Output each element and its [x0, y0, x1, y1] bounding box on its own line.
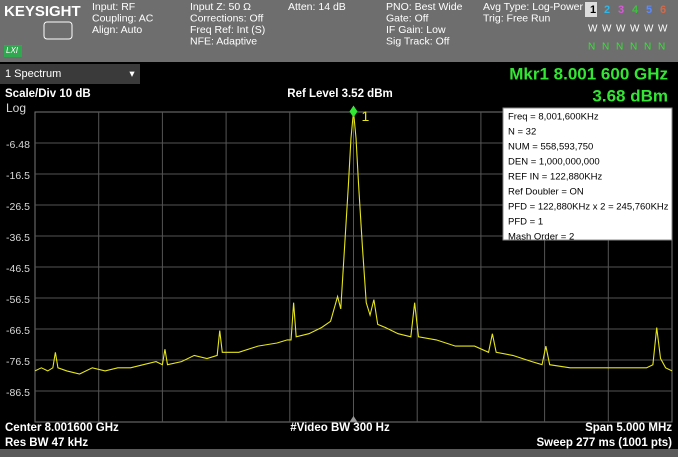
marker-diamond [349, 105, 358, 118]
setup-setting: Corrections: Off [190, 12, 263, 24]
note-line: PFD = 122,880KHz x 2 = 245,760KHz [508, 202, 669, 213]
y-tick-label: -86.5 [6, 387, 30, 399]
setup-setting: NFE: Adaptive [190, 35, 257, 47]
active-trace [585, 2, 597, 17]
marker-amplitude: 3.68 dBm [592, 86, 668, 105]
trace-mode: W [602, 24, 612, 35]
trace-mode: W [658, 24, 668, 35]
detector: N [602, 42, 609, 53]
sweep-setting: PNO: Best Wide [386, 1, 463, 13]
trace-number: 5 [646, 4, 652, 16]
trace-mode: W [630, 24, 640, 35]
note-line: PFD = 1 [508, 217, 543, 228]
marker-frequency: Mkr1 8.001 600 GHz [509, 64, 668, 83]
window-name: 1 Spectrum [5, 68, 61, 80]
res-bw: Res BW 47 kHz [5, 437, 88, 449]
y-tick-label: -66.5 [6, 325, 30, 337]
trace-number: 2 [604, 4, 610, 16]
scale-type: Log [6, 101, 26, 115]
sweep-setting: IF Gain: Low [386, 24, 446, 36]
y-tick-label: -36.5 [6, 232, 30, 244]
detector: N [588, 42, 595, 53]
note-line: Freq = 8,001,600KHz [508, 112, 599, 123]
trace-mode: W [616, 24, 626, 35]
setup-setting: Freq Ref: Int (S) [190, 24, 265, 36]
sweep-label: Sweep 277 ms (1001 pts) [536, 437, 672, 449]
atten-setting: Atten: 14 dB [288, 1, 346, 13]
sweep-setting: Sig Track: Off [386, 35, 449, 47]
trace-number: 3 [618, 4, 624, 16]
center-indicator [349, 416, 358, 422]
y-tick-label: -16.5 [6, 170, 30, 182]
span-label: Span 5.000 MHz [585, 422, 672, 434]
y-tick-label: -76.5 [6, 356, 30, 368]
y-tick-label: -56.5 [6, 294, 30, 306]
trace-mode: W [644, 24, 654, 35]
setup-setting: Input Z: 50 Ω [190, 1, 251, 13]
video-bw: #Video BW 300 Hz [290, 422, 390, 434]
spectrum-trace [34, 111, 673, 375]
note-line: Ref Doubler = ON [508, 187, 584, 198]
trace-number: 1 [590, 4, 596, 16]
window-selector[interactable] [0, 64, 140, 84]
trace-mode: W [588, 24, 598, 35]
input-setting: Align: Auto [92, 24, 142, 36]
note-line: NUM = 558,593,750 [508, 142, 593, 153]
note-line: N = 32 [508, 127, 536, 138]
ref-level: Ref Level 3.52 dBm [287, 88, 392, 100]
detector: N [616, 42, 623, 53]
notes-box [502, 107, 673, 241]
note-line: DEN = 1,000,000,000 [508, 157, 600, 168]
sweep-setting: Gate: Off [386, 12, 428, 24]
note-line: Mash Order = 2 [508, 232, 574, 243]
brand: KEYSIGHT [4, 3, 81, 20]
return-button[interactable] [43, 21, 73, 40]
input-setting: Input: RF [92, 1, 135, 13]
detector: N [630, 42, 637, 53]
bottom-bar [0, 449, 678, 457]
input-setting: Coupling: AC [92, 12, 154, 24]
y-tick-label: -46.5 [6, 263, 30, 275]
center-label: Center 8.001600 GHz [5, 422, 119, 434]
y-tick-label: -26.5 [6, 201, 30, 213]
note-line: REF IN = 122,880KHz [508, 172, 603, 183]
marker-number: 1 [362, 108, 370, 124]
y-tick-label: -6.48 [6, 139, 30, 151]
trace-number: 4 [632, 4, 639, 16]
header-bar [0, 0, 678, 62]
trace-number: 6 [660, 4, 666, 16]
avg-setting: Avg Type: Log-Power [483, 1, 584, 13]
detector: N [658, 42, 665, 53]
lxi-badge [4, 45, 22, 57]
detector: N [644, 42, 651, 53]
scale-label: Scale/Div 10 dB [5, 88, 91, 100]
lxi-label: LXI [6, 46, 19, 55]
dropdown-arrow: ▾ [129, 68, 135, 80]
avg-setting: Trig: Free Run [483, 12, 550, 24]
